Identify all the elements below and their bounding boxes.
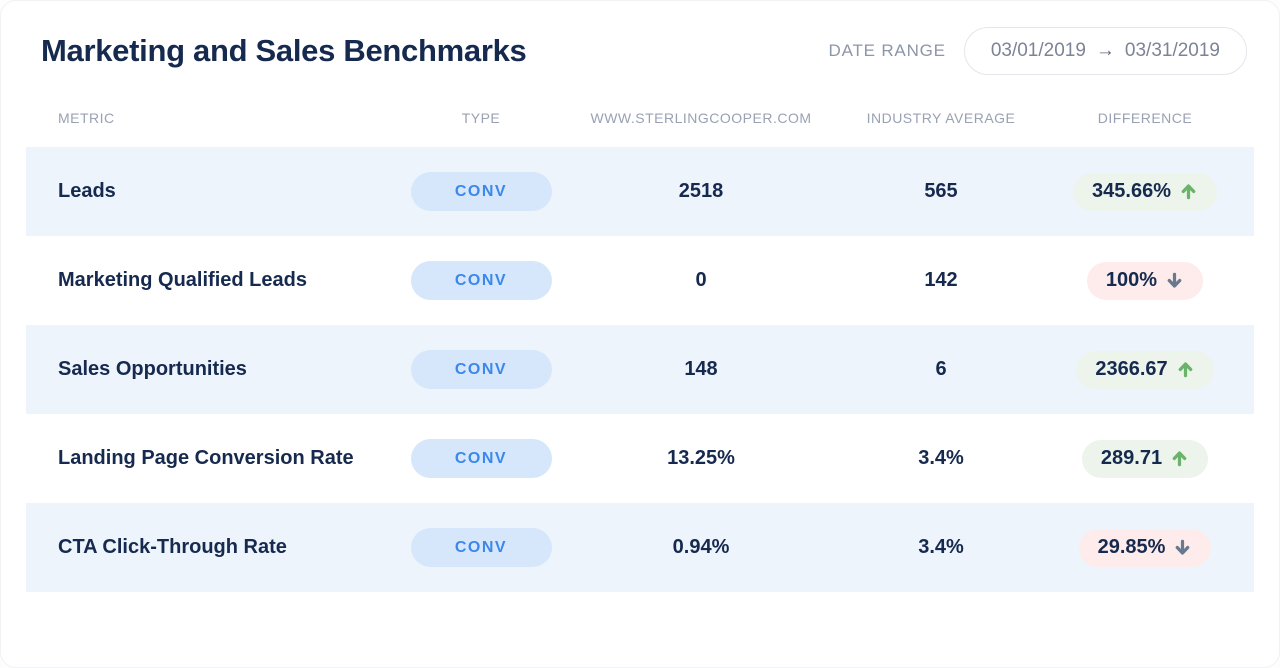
type-badge: CONV <box>410 172 552 211</box>
difference-value: 2366.67 <box>1095 358 1168 380</box>
industry-value: 3.4% <box>918 447 964 469</box>
table-row: Marketing Qualified Leads CONV 0 142 100… <box>26 236 1254 325</box>
site-value: 0 <box>695 269 707 291</box>
column-header-type: TYPE <box>461 110 501 126</box>
date-range-start: 03/01/2019 <box>990 40 1086 61</box>
page-header: Marketing and Sales Benchmarks DATE RANG… <box>1 1 1279 75</box>
table-row: Landing Page Conversion Rate CONV 13.25%… <box>26 414 1254 503</box>
difference-pill: 289.71 <box>1081 439 1209 478</box>
site-value: 2518 <box>678 180 724 202</box>
date-range-picker[interactable]: 03/01/2019 → 03/31/2019 <box>963 27 1247 75</box>
arrow-right-icon: → <box>1095 40 1115 61</box>
type-badge: CONV <box>410 350 552 389</box>
difference-pill: 100% <box>1086 261 1204 300</box>
table-body: Leads CONV 2518 565 345.66% Marketing Qu… <box>26 147 1254 592</box>
column-header-site: WWW.STERLINGCOOPER.COM <box>590 110 812 126</box>
industry-value: 565 <box>924 180 958 202</box>
arrow-up-icon <box>1178 362 1192 378</box>
metric-name: CTA Click-Through Rate <box>58 536 287 558</box>
column-header-industry: INDUSTRY AVERAGE <box>866 110 1016 126</box>
metric-name: Sales Opportunities <box>58 358 247 380</box>
column-header-difference: DIFFERENCE <box>1097 110 1193 126</box>
difference-pill: 2366.67 <box>1076 350 1214 389</box>
arrow-up-icon <box>1181 184 1196 200</box>
difference-pill: 345.66% <box>1073 172 1217 211</box>
difference-value: 289.71 <box>1100 447 1163 469</box>
type-badge: CONV <box>410 439 552 478</box>
type-badge: CONV <box>410 528 552 567</box>
date-range-label: DATE RANGE <box>828 41 946 60</box>
table-row: Sales Opportunities CONV 148 6 2366.67 <box>26 325 1254 414</box>
difference-pill: 29.85% <box>1078 528 1212 567</box>
table-row: Leads CONV 2518 565 345.66% <box>26 147 1254 236</box>
site-value: 13.25% <box>667 447 735 469</box>
type-badge: CONV <box>410 261 552 300</box>
industry-value: 142 <box>924 269 958 291</box>
arrow-down-icon <box>1167 272 1182 288</box>
metric-name: Landing Page Conversion Rate <box>58 447 354 469</box>
metric-name: Marketing Qualified Leads <box>58 269 307 291</box>
difference-value: 100% <box>1105 269 1158 291</box>
metric-name: Leads <box>58 180 116 202</box>
date-range-control: DATE RANGE 03/01/2019 → 03/31/2019 <box>829 27 1247 75</box>
site-value: 0.94% <box>672 536 730 558</box>
industry-value: 6 <box>935 358 947 380</box>
site-value: 148 <box>684 358 718 380</box>
arrow-up-icon <box>1172 451 1187 467</box>
page-title: Marketing and Sales Benchmarks <box>41 33 527 68</box>
difference-value: 345.66% <box>1092 180 1171 202</box>
arrow-down-icon <box>1176 539 1190 555</box>
industry-value: 3.4% <box>918 536 964 558</box>
table-header-row: METRIC TYPE WWW.STERLINGCOOPER.COM INDUS… <box>26 89 1254 147</box>
difference-value: 29.85% <box>1097 536 1166 558</box>
table-row: CTA Click-Through Rate CONV 0.94% 3.4% 2… <box>26 503 1254 592</box>
column-header-metric: METRIC <box>58 110 115 126</box>
date-range-end: 03/31/2019 <box>1124 40 1220 61</box>
benchmarks-table: METRIC TYPE WWW.STERLINGCOOPER.COM INDUS… <box>26 89 1254 592</box>
